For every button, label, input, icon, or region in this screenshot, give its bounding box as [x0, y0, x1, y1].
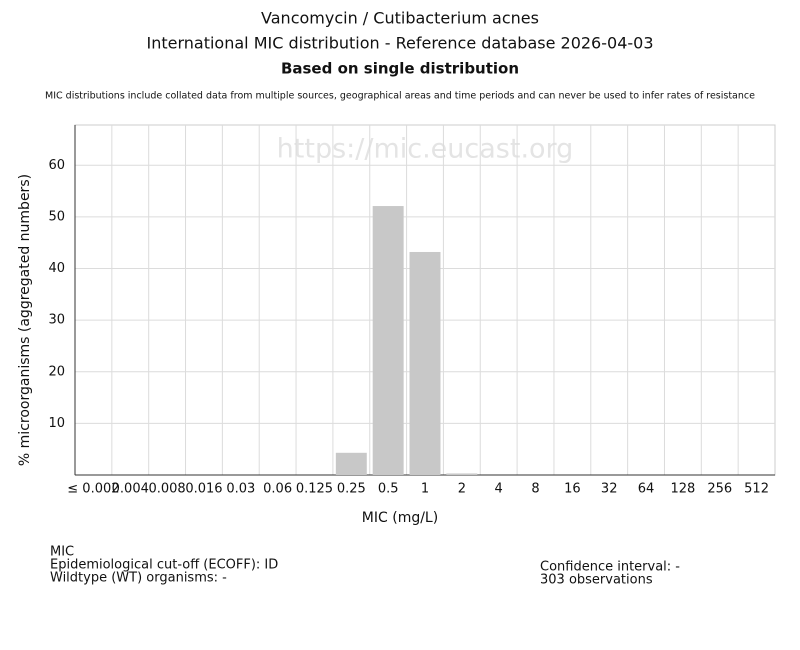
y-tick-label: 50 [48, 209, 65, 224]
x-tick-label: 0.5 [378, 482, 399, 497]
bar [372, 206, 404, 476]
y-tick-label: 40 [48, 261, 65, 276]
x-tick-label: 512 [744, 482, 769, 497]
y-tick-label: 10 [48, 416, 65, 431]
y-tick-label: 30 [48, 313, 65, 328]
x-tick-label: 256 [707, 482, 732, 497]
bar [335, 452, 367, 475]
x-tick-label: 2 [458, 482, 466, 497]
chart-subtitle: International MIC distribution - Referen… [146, 34, 653, 53]
x-tick-label: 4 [495, 482, 503, 497]
x-tick-label: 128 [670, 482, 695, 497]
x-tick-label: 0.125 [296, 482, 333, 497]
footer-left-text: MIC [50, 545, 74, 560]
x-tick-label: 0.06 [263, 482, 292, 497]
x-tick-label: 1 [421, 482, 429, 497]
x-tick-label: 8 [531, 482, 539, 497]
footer-right-text: 303 observations [540, 573, 653, 588]
x-tick-label: 0.004 [112, 482, 149, 497]
x-tick-label: 16 [564, 482, 581, 497]
x-tick-label: 0.008 [148, 482, 185, 497]
x-axis-label: MIC (mg/L) [362, 510, 438, 526]
x-tick-label: 32 [601, 482, 618, 497]
y-axis-label: % microorganisms (aggregated numbers) [17, 174, 33, 466]
chart-title: Vancomycin / Cutibacterium acnes [261, 9, 539, 28]
x-tick-label: 0.016 [185, 482, 222, 497]
y-tick-label: 60 [48, 158, 65, 173]
bar [409, 251, 441, 475]
note: MIC distributions include collated data … [45, 91, 755, 102]
footer-left-text: Wildtype (WT) organisms: - [50, 571, 227, 586]
x-tick-label: 64 [638, 482, 655, 497]
x-tick-label: 0.25 [337, 482, 366, 497]
watermark: https://mic.eucast.org [277, 134, 574, 165]
bar [446, 473, 478, 475]
footer-right-text: Confidence interval: - [540, 560, 680, 575]
footer-left-text: Epidemiological cut-off (ECOFF): ID [50, 558, 278, 573]
chart-subtitle-bold: Based on single distribution [281, 60, 519, 78]
x-tick-label: ≤ 0.002 [67, 482, 119, 497]
x-tick-label: 0.03 [226, 482, 255, 497]
y-tick-label: 20 [48, 364, 65, 379]
